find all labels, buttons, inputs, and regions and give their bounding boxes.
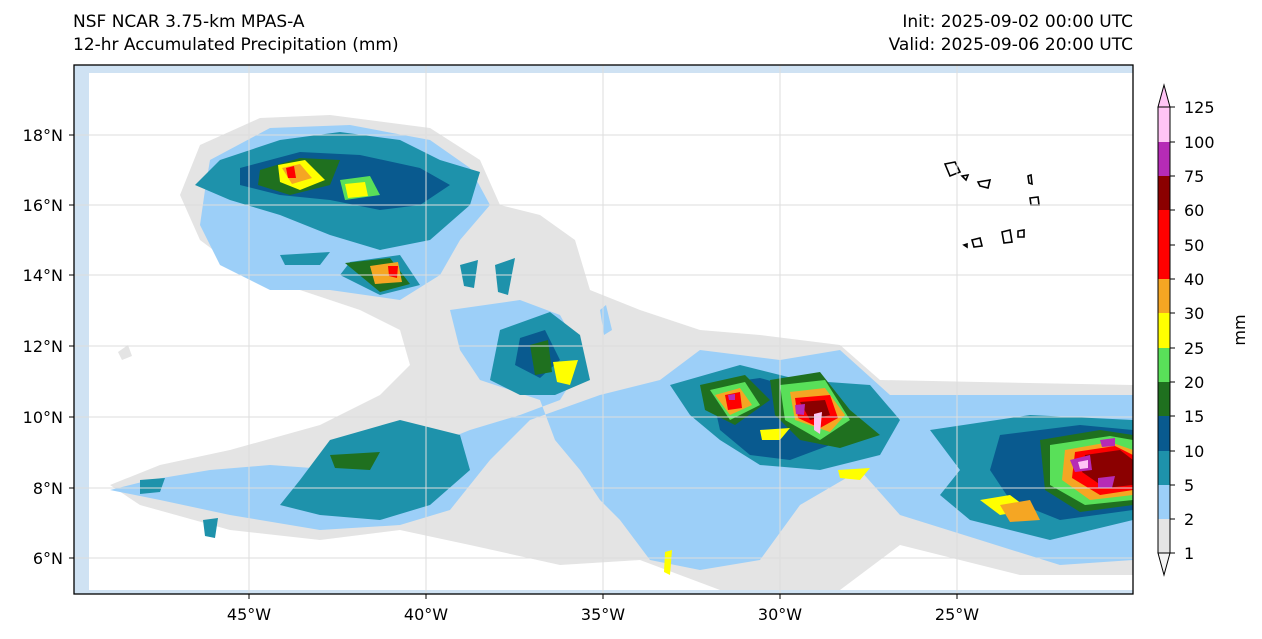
axis-ticks (69, 134, 958, 599)
colorbar-swatch (1158, 245, 1170, 279)
colorbar-units-label: mm (1230, 314, 1249, 345)
lat-label: 8°N (33, 479, 63, 498)
field-title: 12-hr Accumulated Precipitation (mm) (73, 35, 399, 55)
valid-time: Valid: 2025-09-06 20:00 UTC (888, 35, 1133, 55)
lat-label: 14°N (23, 266, 63, 285)
longitude-labels: 45°W 40°W 35°W 30°W 25°W (227, 605, 979, 624)
colorbar-tick-label: 1 (1184, 544, 1194, 563)
colorbar-tick-label: 50 (1184, 236, 1204, 255)
colorbar-extend-high (1157, 83, 1171, 108)
lon-label: 35°W (581, 605, 625, 624)
lat-label: 6°N (33, 549, 63, 568)
colorbar-tick-label: 25 (1184, 339, 1204, 358)
colorbar-tick-label: 15 (1184, 407, 1204, 426)
colorbar: 1 2 5 10 15 20 25 30 40 50 60 75 100 125… (1157, 83, 1249, 577)
colorbar-swatch (1158, 485, 1170, 519)
colorbar-swatch (1158, 107, 1170, 142)
precip-75mm-area (800, 400, 1133, 488)
colorbar-swatch (1158, 210, 1170, 245)
lat-label: 10°N (23, 408, 63, 427)
colorbar-swatch (1158, 176, 1170, 210)
lat-label: 12°N (23, 337, 63, 356)
colorbar-frame (1157, 106, 1171, 554)
colorbar-tick-label: 20 (1184, 373, 1204, 392)
colorbar-swatch (1158, 348, 1170, 382)
init-time: Init: 2025-09-02 00:00 UTC (902, 12, 1133, 32)
colorbar-swatch (1158, 519, 1170, 553)
lat-label: 16°N (23, 196, 63, 215)
graticule (74, 65, 1133, 594)
left-edge-band (74, 65, 89, 594)
colorbar-swatch (1158, 416, 1170, 451)
colorbar-swatch (1158, 279, 1170, 313)
colorbar-swatch (1158, 313, 1170, 348)
colorbar-tick-label: 60 (1184, 201, 1204, 220)
lon-label: 40°W (404, 605, 448, 624)
colorbar-tick-label: 125 (1184, 98, 1215, 117)
colorbar-extend-low (1157, 552, 1171, 577)
cape-verde-coastlines (943, 161, 1040, 249)
colorbar-tick-label: 75 (1184, 167, 1204, 186)
model-title: NSF NCAR 3.75-km MPAS-A (73, 12, 305, 32)
colorbar-tick-label: 5 (1184, 476, 1194, 495)
lat-label: 18°N (23, 126, 63, 145)
colorbar-tick-label: 10 (1184, 442, 1204, 461)
lon-label: 45°W (227, 605, 271, 624)
colorbar-tick-label: 100 (1184, 133, 1215, 152)
precip-field (110, 115, 1133, 590)
colorbar-swatch (1158, 382, 1170, 416)
colorbar-swatch (1158, 451, 1170, 485)
colorbar-tick-label: 30 (1184, 304, 1204, 323)
lon-label: 25°W (935, 605, 979, 624)
colorbar-tick-label: 40 (1184, 270, 1204, 289)
lon-label: 30°W (758, 605, 802, 624)
colorbar-swatch (1158, 142, 1170, 176)
colorbar-tick-label: 2 (1184, 510, 1194, 529)
latitude-labels: 18°N 16°N 14°N 12°N 10°N 8°N 6°N (23, 126, 63, 568)
